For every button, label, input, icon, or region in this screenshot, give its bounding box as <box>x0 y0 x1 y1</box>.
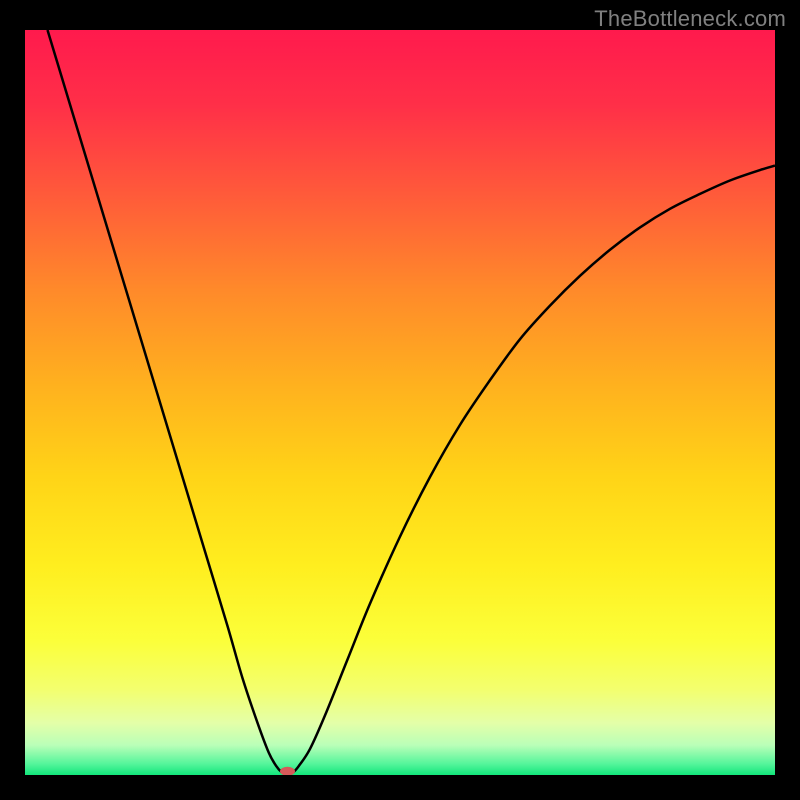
watermark-text: TheBottleneck.com <box>594 6 786 32</box>
chart-frame: TheBottleneck.com <box>0 0 800 800</box>
bottleneck-chart <box>25 30 775 775</box>
gradient-background <box>25 30 775 775</box>
